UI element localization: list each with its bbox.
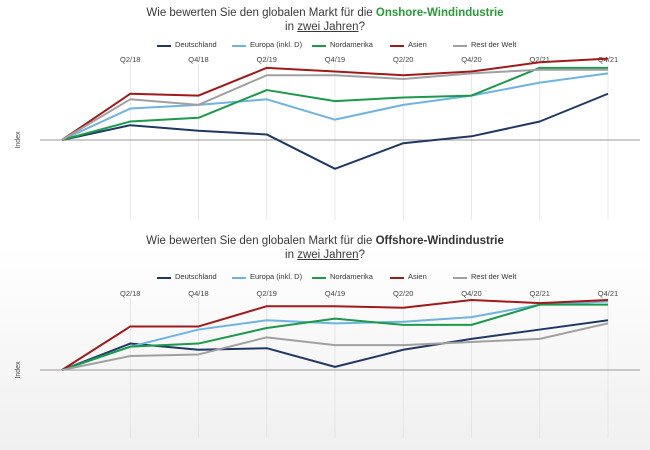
x-tick-label: Q2/20 <box>393 289 413 298</box>
legend-label: Nordamerika <box>330 40 373 49</box>
legend-label: Deutschland <box>175 40 217 49</box>
chart2-title-line1: Wie bewerten Sie den globalen Markt für … <box>0 234 650 248</box>
chart1-title: Wie bewerten Sie den globalen Markt für … <box>0 6 650 34</box>
series-line <box>61 299 609 371</box>
legend-swatch <box>232 45 246 47</box>
x-tick-label: Q4/21 <box>598 289 618 298</box>
chart2-title-line2-pre: in <box>285 249 298 261</box>
x-tick-label: Q4/19 <box>325 289 345 298</box>
legend-label: Asien <box>408 272 427 281</box>
chart2-legend: Deutschland Europa (inkl. D) Nordamerika As… <box>0 272 650 284</box>
y-axis-label: Index <box>15 131 22 149</box>
chart2-title-underlined: zwei Jahren <box>297 249 359 261</box>
series-line <box>61 72 609 141</box>
legend-label: Europa (inkl. D) <box>250 272 303 281</box>
legend-label: Europa (inkl. D) <box>250 40 303 49</box>
series-line <box>61 68 608 141</box>
legend-label: Deutschland <box>175 272 217 281</box>
x-tick-label: Q4/20 <box>461 289 481 298</box>
chart2-title-line2-post: ? <box>358 249 365 261</box>
x-tick-label: Q2/21 <box>530 55 550 64</box>
legend-swatch <box>453 277 467 279</box>
x-tick-label: Q2/21 <box>530 289 550 298</box>
x-tick-label: Q4/18 <box>188 55 208 64</box>
series-line <box>61 57 609 141</box>
legend-swatch <box>312 45 326 47</box>
x-tick-label: Q4/19 <box>325 55 345 64</box>
x-tick-label: Q4/18 <box>188 289 208 298</box>
series-line <box>61 322 609 371</box>
chart1-title-prefix: Wie bewerten Sie den globalen Markt für … <box>146 7 376 19</box>
chart1-plot: Q2/18 Q4/18 Q2/19 Q4/19 Q2/20 Q4/20 Q2/21 Q4/21… <box>15 55 640 220</box>
legend-swatch <box>312 277 326 279</box>
chart2-title-prefix: Wie bewerten Sie den globalen Markt für … <box>146 235 376 247</box>
chart1-title-line2-post: ? <box>358 21 365 33</box>
chart1-title-line2-pre: in <box>285 21 298 33</box>
legend-swatch <box>453 45 467 47</box>
legend-label: Nordamerika <box>330 272 373 281</box>
legend-swatch <box>157 45 171 47</box>
legend-swatch <box>390 45 404 47</box>
chart1-title-underlined: zwei Jahren <box>297 21 359 33</box>
legend-label: Rest der Welt <box>471 272 517 281</box>
legend-swatch <box>157 277 171 279</box>
chart1-title-line1: Wie bewerten Sie den globalen Markt für … <box>0 6 650 20</box>
chart2-title: Wie bewerten Sie den globalen Markt für … <box>0 234 650 262</box>
legend-swatch <box>390 277 404 279</box>
series-line <box>61 300 609 371</box>
series-line <box>61 66 608 141</box>
chart2-plot: Q2/18 Q4/18 Q2/19 Q4/19 Q2/20 Q4/20 Q2/21 Q4/21… <box>15 289 640 438</box>
chart1-title-line2: in zwei Jahren? <box>0 20 650 34</box>
x-tick-label: Q2/20 <box>393 55 413 64</box>
x-tick-label: Q2/19 <box>257 55 277 64</box>
chart2-title-highlight: Offshore-Windindustrie <box>375 235 504 247</box>
chart1-title-highlight: Onshore-Windindustrie <box>375 7 504 19</box>
series-line <box>61 303 608 371</box>
legend-label: Rest der Welt <box>471 40 517 49</box>
x-tick-label: Q2/18 <box>120 55 140 64</box>
chart2-title-line2: in zwei Jahren? <box>0 248 650 262</box>
legend-swatch <box>232 277 246 279</box>
series-line <box>61 92 609 170</box>
x-tick-label: Q2/18 <box>120 289 140 298</box>
chart1-legend: Deutschland Europa (inkl. D) Nordamerika As… <box>0 40 650 52</box>
x-tick-label: Q2/19 <box>257 289 277 298</box>
y-axis-label: Index <box>15 361 22 379</box>
x-tick-label: Q4/20 <box>461 55 481 64</box>
legend-label: Asien <box>408 40 427 49</box>
